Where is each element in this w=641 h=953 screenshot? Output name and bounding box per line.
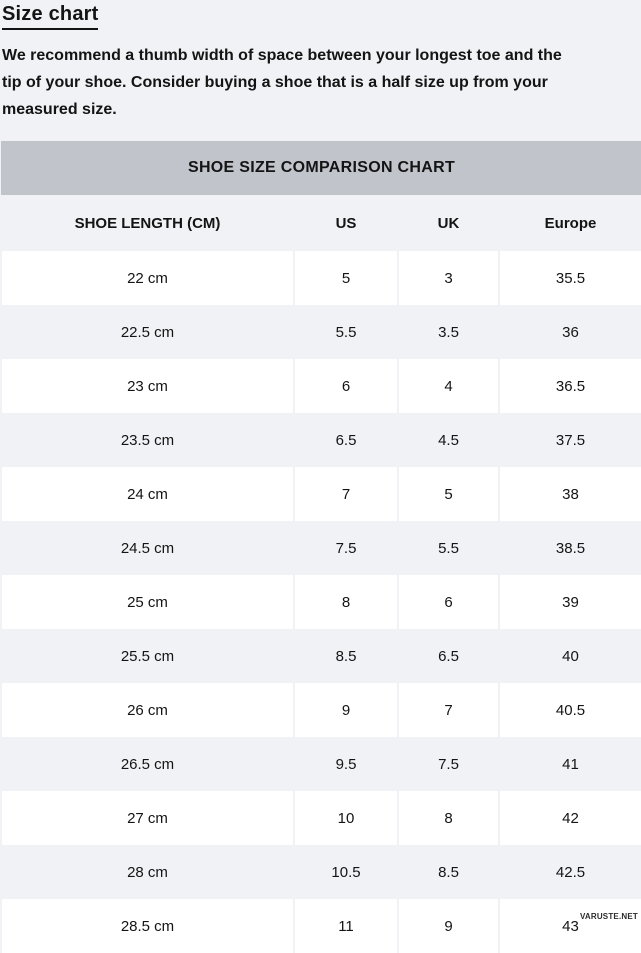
- table-row: 25 cm 8 6 39: [0, 575, 641, 629]
- cell-shoe-length: 26.5 cm: [0, 737, 295, 791]
- cell-europe-size: 38: [497, 467, 641, 521]
- table-title-row: SHOE SIZE COMPARISON CHART: [1, 141, 641, 195]
- cell-uk-size: 4: [397, 359, 500, 413]
- cell-shoe-length: 28.5 cm: [0, 899, 295, 953]
- cell-shoe-length: 25.5 cm: [0, 629, 295, 683]
- table-body: 22 cm 5 3 35.5 22.5 cm 5.5 3.5 36 23 cm 6 4 36.5 23.…: [0, 251, 641, 953]
- cell-uk-size: 8: [397, 791, 500, 845]
- cell-us-size: 10.5: [293, 845, 399, 899]
- table-row: 26.5 cm 9.5 7.5 41: [0, 737, 641, 791]
- table-row: 28.5 cm 11 9 43: [0, 899, 641, 953]
- cell-us-size: 5.5: [293, 305, 399, 359]
- column-header-europe: Europe: [544, 214, 597, 232]
- cell-uk-size: 5.5: [397, 521, 500, 575]
- cell-uk-size: 5: [397, 467, 500, 521]
- size-comparison-table: SHOE SIZE COMPARISON CHART SHOE LENGTH (…: [0, 141, 641, 953]
- table-row: 22 cm 5 3 35.5: [0, 251, 641, 305]
- table-row: 28 cm 10.5 8.5 42.5: [0, 845, 641, 899]
- cell-us-size: 7.5: [293, 521, 399, 575]
- cell-europe-size: 41: [497, 737, 641, 791]
- table-row: 26 cm 9 7 40.5: [0, 683, 641, 737]
- cell-europe-size: 38.5: [497, 521, 641, 575]
- column-header-us: US: [335, 214, 357, 232]
- cell-europe-size: 37.5: [497, 413, 641, 467]
- column-header-uk: UK: [437, 214, 460, 232]
- cell-shoe-length: 24 cm: [0, 467, 295, 521]
- cell-europe-size: 40.5: [497, 683, 641, 737]
- table-row: 23.5 cm 6.5 4.5 37.5: [0, 413, 641, 467]
- cell-uk-size: 4.5: [397, 413, 500, 467]
- cell-shoe-length: 22 cm: [0, 251, 295, 305]
- intro-section: Size chart We recommend a thumb width of…: [0, 0, 641, 123]
- cell-uk-size: 9: [397, 899, 500, 953]
- cell-us-size: 10: [293, 791, 399, 845]
- cell-us-size: 8.5: [293, 629, 399, 683]
- cell-europe-size: 43: [497, 899, 641, 953]
- cell-us-size: 9: [293, 683, 399, 737]
- cell-shoe-length: 27 cm: [0, 791, 295, 845]
- cell-europe-size: 42.5: [497, 845, 641, 899]
- cell-us-size: 8: [293, 575, 399, 629]
- table-row: 27 cm 10 8 42: [0, 791, 641, 845]
- cell-europe-size: 42: [497, 791, 641, 845]
- table-header-row: SHOE LENGTH (CM) US UK Europe: [1, 195, 641, 251]
- cell-uk-size: 6.5: [397, 629, 500, 683]
- intro-text: We recommend a thumb width of space betw…: [2, 47, 562, 118]
- table-title: SHOE SIZE COMPARISON CHART: [1, 141, 641, 195]
- table-row: 25.5 cm 8.5 6.5 40: [0, 629, 641, 683]
- cell-europe-size: 35.5: [497, 251, 641, 305]
- cell-shoe-length: 23 cm: [0, 359, 295, 413]
- cell-us-size: 11: [293, 899, 399, 953]
- cell-us-size: 9.5: [293, 737, 399, 791]
- cell-europe-size: 36.5: [497, 359, 641, 413]
- cell-uk-size: 7.5: [397, 737, 500, 791]
- cell-shoe-length: 26 cm: [0, 683, 295, 737]
- table-row: 22.5 cm 5.5 3.5 36: [0, 305, 641, 359]
- cell-uk-size: 8.5: [397, 845, 500, 899]
- cell-uk-size: 6: [397, 575, 500, 629]
- cell-us-size: 6.5: [293, 413, 399, 467]
- column-header-shoe-length: SHOE LENGTH (CM): [74, 214, 221, 232]
- table-row: 23 cm 6 4 36.5: [0, 359, 641, 413]
- cell-us-size: 6: [293, 359, 399, 413]
- cell-uk-size: 3: [397, 251, 500, 305]
- cell-shoe-length: 22.5 cm: [0, 305, 295, 359]
- cell-shoe-length: 25 cm: [0, 575, 295, 629]
- cell-uk-size: 3.5: [397, 305, 500, 359]
- page-title: Size chart: [2, 2, 99, 30]
- cell-us-size: 5: [293, 251, 399, 305]
- cell-shoe-length: 28 cm: [0, 845, 295, 899]
- cell-us-size: 7: [293, 467, 399, 521]
- cell-shoe-length: 23.5 cm: [0, 413, 295, 467]
- cell-shoe-length: 24.5 cm: [0, 521, 295, 575]
- table-row: 24 cm 7 5 38: [0, 467, 641, 521]
- table-row: 24.5 cm 7.5 5.5 38.5: [0, 521, 641, 575]
- cell-europe-size: 36: [497, 305, 641, 359]
- cell-europe-size: 40: [497, 629, 641, 683]
- watermark: VARUSTE.NET: [579, 912, 638, 921]
- cell-uk-size: 7: [397, 683, 500, 737]
- cell-europe-size: 39: [497, 575, 641, 629]
